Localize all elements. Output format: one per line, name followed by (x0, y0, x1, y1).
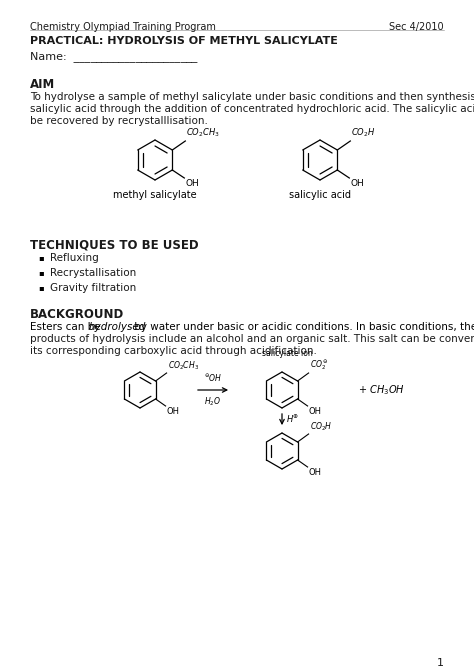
Text: salicylate ion: salicylate ion (262, 349, 312, 358)
Text: $H^{\oplus}$: $H^{\oplus}$ (286, 413, 300, 425)
Text: OH: OH (350, 179, 364, 188)
Text: $H_2O$: $H_2O$ (204, 395, 221, 407)
Text: by water under basic or acidic conditions. In basic conditions, the: by water under basic or acidic condition… (131, 322, 474, 332)
Text: salicylic acid: salicylic acid (289, 190, 351, 200)
Text: $+\ CH_3OH$: $+\ CH_3OH$ (358, 383, 405, 397)
Text: AIM: AIM (30, 78, 55, 91)
Text: methyl salicylate: methyl salicylate (113, 190, 197, 200)
Text: its corresponding carboxylic acid through acidification.: its corresponding carboxylic acid throug… (30, 346, 317, 356)
Text: Sec 4/2010: Sec 4/2010 (389, 22, 444, 32)
Text: Esters can be: Esters can be (30, 322, 104, 332)
Text: $CO_2H$: $CO_2H$ (351, 126, 376, 139)
Text: be recovered by recrystalllisation.: be recovered by recrystalllisation. (30, 116, 208, 126)
Text: $CO_2^{\ominus}$: $CO_2^{\ominus}$ (310, 359, 328, 372)
Text: Chemistry Olympiad Training Program: Chemistry Olympiad Training Program (30, 22, 216, 32)
Text: $CO_2H$: $CO_2H$ (310, 421, 332, 433)
Text: salicylic acid through the addition of concentrated hydrochloric acid. The salic: salicylic acid through the addition of c… (30, 104, 474, 114)
Text: Refluxing: Refluxing (50, 253, 99, 263)
Text: ▪: ▪ (38, 283, 44, 292)
Text: OH: OH (309, 407, 321, 416)
Text: Gravity filtration: Gravity filtration (50, 283, 136, 293)
Text: $CO_2CH_3$: $CO_2CH_3$ (168, 359, 199, 372)
Text: hydrolysed: hydrolysed (89, 322, 146, 332)
Text: To hydrolyse a sample of methyl salicylate under basic conditions and then synth: To hydrolyse a sample of methyl salicyla… (30, 92, 474, 102)
Text: BACKGROUND: BACKGROUND (30, 308, 124, 321)
Text: TECHNIQUES TO BE USED: TECHNIQUES TO BE USED (30, 238, 199, 251)
Text: OH: OH (309, 468, 321, 477)
Text: PRACTICAL: HYDROLYSIS OF METHYL SALICYLATE: PRACTICAL: HYDROLYSIS OF METHYL SALICYLA… (30, 36, 338, 46)
Text: $^{\ominus}OH$: $^{\ominus}OH$ (204, 373, 222, 384)
Text: OH: OH (185, 179, 199, 188)
Text: ▪: ▪ (38, 268, 44, 277)
Text: OH: OH (166, 407, 180, 416)
Text: 1: 1 (437, 658, 444, 668)
Text: Recrystallisation: Recrystallisation (50, 268, 136, 278)
Text: Name:  ______________________: Name: ______________________ (30, 51, 197, 62)
Text: products of hydrolysis include an alcohol and an organic salt. This salt can be : products of hydrolysis include an alcoho… (30, 334, 474, 344)
Text: $CO_2CH_3$: $CO_2CH_3$ (186, 126, 220, 139)
Text: ▪: ▪ (38, 253, 44, 262)
